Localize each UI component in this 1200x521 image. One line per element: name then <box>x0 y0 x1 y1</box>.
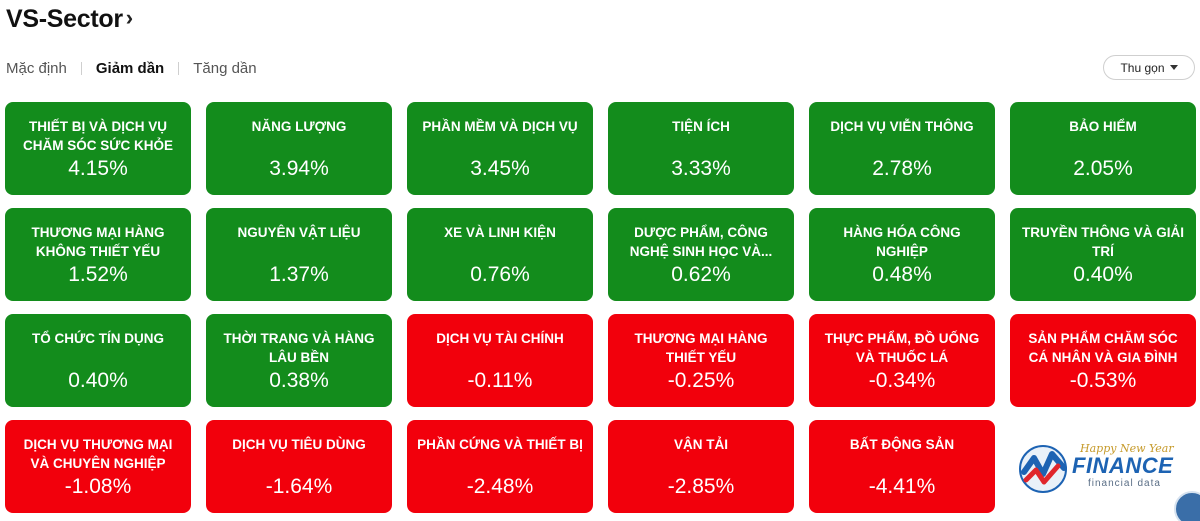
sort-options: Mặc định Giảm dần Tăng dần <box>6 58 257 78</box>
sector-tile[interactable]: DỊCH VỤ TIÊU DÙNG -1.64% <box>206 420 392 513</box>
logo-lockup: Happy New Year FINANCE financial data <box>1018 442 1198 498</box>
sort-option-default[interactable]: Mặc định <box>6 59 67 77</box>
sector-name: HÀNG HÓA CÔNG NGHIỆP <box>843 225 961 259</box>
sector-change: -0.11% <box>467 369 533 392</box>
sector-name: THỰC PHẨM, ĐỒ UỐNG VÀ THUỐC LÁ <box>824 331 980 365</box>
sector-tile[interactable]: TỔ CHỨC TÍN DỤNG 0.40% <box>5 314 191 407</box>
sector-name: BẤT ĐỘNG SẢN <box>849 437 955 452</box>
collapse-button-label: Thu gọn <box>1120 60 1165 75</box>
page-title: VS-Sector <box>6 4 123 33</box>
sector-name: PHẦN CỨNG VÀ THIẾT BỊ <box>417 437 583 452</box>
logo-greeting: Happy New Year <box>1080 442 1174 455</box>
sector-change: -1.64% <box>265 475 333 498</box>
sector-tile[interactable]: THỜI TRANG VÀ HÀNG LÂU BỀN 0.38% <box>206 314 392 407</box>
sector-name: BẢO HIỂM <box>1069 119 1137 134</box>
divider <box>80 61 82 75</box>
sector-name: VẬN TẢI <box>674 437 728 452</box>
sector-name: DỊCH VỤ VIỄN THÔNG <box>830 119 974 134</box>
sector-name: NGUYÊN VẬT LIỆU <box>237 225 361 240</box>
sector-name: TRUYỀN THÔNG VÀ GIẢI TRÍ <box>1021 225 1184 259</box>
sector-change: -0.53% <box>1069 369 1137 392</box>
sector-change: 4.15% <box>68 157 128 180</box>
sector-name: NĂNG LƯỢNG <box>251 119 347 134</box>
sector-grid: THIẾT BỊ VÀ DỊCH VỤ CHĂM SÓC SỨC KHỎE 4.1… <box>5 102 1200 521</box>
sector-tile[interactable]: DỊCH VỤ TÀI CHÍNH -0.11% <box>407 314 593 407</box>
section-title-link[interactable]: VS-Sector › <box>6 2 133 36</box>
sector-name: TỔ CHỨC TÍN DỤNG <box>32 331 164 346</box>
sector-name: THƯƠNG MẠI HÀNG KHÔNG THIẾT YẾU <box>31 225 165 259</box>
sector-tile[interactable]: PHẦN CỨNG VÀ THIẾT BỊ -2.48% <box>407 420 593 513</box>
chevron-right-icon: › <box>125 5 134 30</box>
sector-name: DỊCH VỤ TÀI CHÍNH <box>436 331 564 346</box>
sector-name: PHẦN MỀM VÀ DỊCH VỤ <box>422 119 578 134</box>
sector-tile[interactable]: XE VÀ LINH KIỆN 0.76% <box>407 208 593 301</box>
sector-name: TIỆN ÍCH <box>672 119 730 134</box>
sector-change: 0.48% <box>872 263 932 286</box>
sort-option-descending[interactable]: Giảm dần <box>95 59 165 77</box>
sector-change: 0.40% <box>68 369 128 392</box>
sector-tile[interactable]: THƯƠNG MẠI HÀNG KHÔNG THIẾT YẾU 1.52% <box>5 208 191 301</box>
collapse-button[interactable]: Thu gọn <box>1103 55 1195 80</box>
sector-name: THIẾT BỊ VÀ DỊCH VỤ CHĂM SÓC SỨC KHỎE <box>23 119 173 153</box>
sector-change: -4.41% <box>868 475 936 498</box>
sector-tile[interactable]: BẤT ĐỘNG SẢN -4.41% <box>809 420 995 513</box>
sector-change: 3.45% <box>470 157 530 180</box>
sector-change: -1.08% <box>64 475 132 498</box>
floating-action-button[interactable] <box>1174 491 1200 521</box>
sector-name: DỊCH VỤ THƯƠNG MẠI VÀ CHUYÊN NGHIỆP <box>23 437 173 471</box>
sector-change: 3.94% <box>269 157 329 180</box>
sector-change: 2.05% <box>1073 157 1133 180</box>
sector-tile[interactable]: HÀNG HÓA CÔNG NGHIỆP 0.48% <box>809 208 995 301</box>
sector-tile[interactable]: NGUYÊN VẬT LIỆU 1.37% <box>206 208 392 301</box>
sector-name: THƯƠNG MẠI HÀNG THIẾT YẾU <box>634 331 768 365</box>
sector-tile[interactable]: VẬN TẢI -2.85% <box>608 420 794 513</box>
sector-tile[interactable]: PHẦN MỀM VÀ DỊCH VỤ 3.45% <box>407 102 593 195</box>
sector-name: DƯỢC PHẨM, CÔNG NGHỆ SINH HỌC VÀ... <box>629 225 773 259</box>
sector-tile[interactable]: NĂNG LƯỢNG 3.94% <box>206 102 392 195</box>
sector-name: DỊCH VỤ TIÊU DÙNG <box>232 437 366 452</box>
sort-option-ascending[interactable]: Tăng dần <box>193 59 257 77</box>
caret-down-icon <box>1169 65 1178 70</box>
logo-tagline: financial data <box>1088 478 1161 489</box>
sector-name: XE VÀ LINH KIỆN <box>444 225 556 240</box>
sector-change: 0.76% <box>470 263 530 286</box>
sector-tile[interactable]: BẢO HIỂM 2.05% <box>1010 102 1196 195</box>
sector-tile[interactable]: THIẾT BỊ VÀ DỊCH VỤ CHĂM SÓC SỨC KHỎE 4.1… <box>5 102 191 195</box>
sector-change: 0.40% <box>1073 263 1133 286</box>
sector-change: 1.52% <box>68 263 128 286</box>
logo-brand-text: FINANCE <box>1072 453 1174 478</box>
sector-tile[interactable]: DỊCH VỤ THƯƠNG MẠI VÀ CHUYÊN NGHIỆP -1.08… <box>5 420 191 513</box>
sector-tile[interactable]: DỊCH VỤ VIỄN THÔNG 2.78% <box>809 102 995 195</box>
sector-tile[interactable]: TIỆN ÍCH 3.33% <box>608 102 794 195</box>
sector-change: -0.34% <box>868 369 936 392</box>
sector-change: -2.85% <box>667 475 735 498</box>
sector-change: 2.78% <box>872 157 932 180</box>
sector-tile[interactable]: THỰC PHẨM, ĐỒ UỐNG VÀ THUỐC LÁ -0.34% <box>809 314 995 407</box>
sector-change: 3.33% <box>671 157 731 180</box>
sector-tile[interactable]: DƯỢC PHẨM, CÔNG NGHỆ SINH HỌC VÀ... 0.62% <box>608 208 794 301</box>
sector-change: -0.25% <box>667 369 735 392</box>
sector-change: 1.37% <box>269 263 329 286</box>
sector-tile[interactable]: SẢN PHẨM CHĂM SÓC CÁ NHÂN VÀ GIA ĐÌNH -0.… <box>1010 314 1196 407</box>
brand-logo: Happy New Year FINANCE financial data <box>1010 420 1200 521</box>
divider <box>178 61 180 75</box>
sector-name: SẢN PHẨM CHĂM SÓC CÁ NHÂN VÀ GIA ĐÌNH <box>1028 331 1178 365</box>
sector-change: 0.38% <box>269 369 329 392</box>
sector-name: THỜI TRANG VÀ HÀNG LÂU BỀN <box>223 331 375 365</box>
vfinance-logo-icon <box>1019 445 1067 493</box>
sector-change: 0.62% <box>671 263 731 286</box>
sector-change: -2.48% <box>466 475 534 498</box>
sector-tile[interactable]: TRUYỀN THÔNG VÀ GIẢI TRÍ 0.40% <box>1010 208 1196 301</box>
sector-tile[interactable]: THƯƠNG MẠI HÀNG THIẾT YẾU -0.25% <box>608 314 794 407</box>
